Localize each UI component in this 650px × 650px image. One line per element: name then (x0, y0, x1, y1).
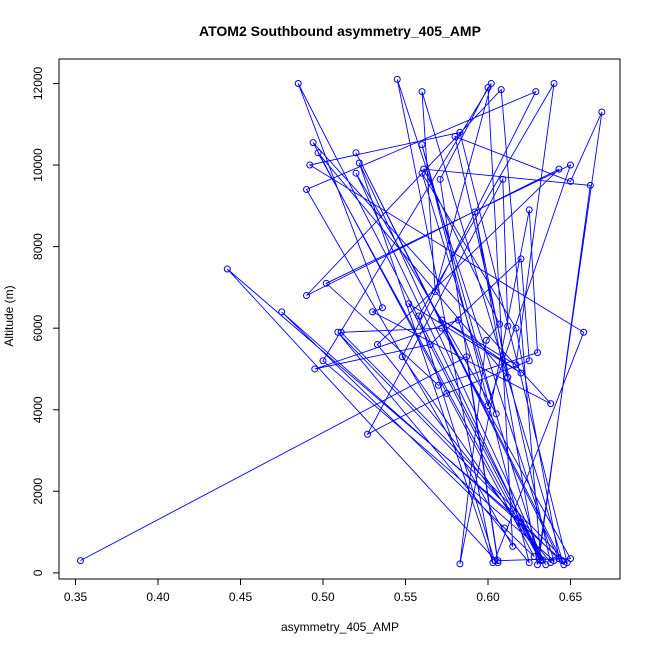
data-point (512, 324, 520, 332)
data-point (492, 410, 500, 418)
data-point (535, 555, 543, 563)
data-point (504, 373, 512, 381)
data-point (451, 132, 459, 140)
data-point (525, 357, 533, 365)
data-point (517, 518, 525, 526)
y-tick-label: 2000 (31, 478, 45, 505)
data-point (418, 169, 426, 177)
y-tick-label: 10000 (31, 148, 45, 182)
data-point (352, 149, 360, 157)
data-point (547, 400, 555, 408)
data-point (471, 208, 479, 216)
data-point (398, 353, 406, 361)
y-tick-label: 0 (31, 569, 45, 576)
data-point (456, 128, 464, 136)
data-point (393, 75, 401, 83)
data-point (494, 557, 502, 565)
data-point (405, 300, 413, 308)
x-tick-label: 0.35 (64, 590, 88, 604)
data-point (482, 336, 490, 344)
data-point (418, 141, 426, 149)
data-point (223, 265, 231, 273)
data-point (463, 353, 471, 361)
data-point (560, 561, 568, 569)
data-point (309, 139, 317, 147)
data-point (303, 186, 310, 194)
data-point (534, 349, 541, 357)
data-point (443, 389, 451, 397)
data-point (378, 304, 386, 312)
data-point (550, 79, 558, 87)
data-point (319, 357, 327, 365)
y-axis-label: Altitude (m) (2, 285, 16, 346)
data-point (504, 322, 512, 330)
y-tick-label: 6000 (31, 315, 45, 342)
data-point (517, 255, 525, 263)
x-tick-label: 0.60 (476, 590, 500, 604)
data-point (438, 324, 446, 332)
data-point (454, 316, 462, 324)
data-point (426, 340, 434, 348)
data-point (364, 430, 372, 438)
data-point (337, 328, 345, 336)
series-line (80, 79, 603, 566)
data-point (334, 328, 342, 336)
data-point (517, 369, 525, 377)
data-point (499, 175, 507, 183)
data-point (456, 560, 464, 568)
data-point (509, 542, 517, 550)
data-point (555, 165, 563, 173)
data-point (355, 159, 363, 167)
data-point (415, 312, 423, 320)
data-point (537, 556, 545, 564)
data-point (491, 557, 499, 565)
data-point (352, 169, 360, 177)
data-point (532, 88, 540, 96)
data-point (369, 308, 376, 316)
data-point (418, 88, 426, 96)
data-point (534, 561, 541, 569)
data-point (501, 524, 508, 532)
data-point (580, 328, 588, 336)
data-point (586, 181, 594, 189)
data-point (438, 316, 446, 324)
data-point (525, 206, 533, 214)
data-point (598, 108, 606, 116)
data-point (303, 292, 310, 300)
data-point (484, 84, 492, 92)
data-point (278, 308, 286, 316)
data-point (294, 79, 302, 87)
data-point (311, 365, 319, 373)
plot-frame (58, 58, 621, 580)
data-point (436, 175, 444, 183)
data-point (496, 320, 504, 328)
data-point (322, 279, 330, 287)
y-tick-label: 4000 (31, 396, 45, 423)
x-axis-label: asymmetry_405_AMP (281, 620, 399, 634)
data-point (484, 402, 492, 410)
chart-title: ATOM2 Southbound asymmetry_405_AMP (199, 23, 481, 39)
data-point (525, 559, 533, 567)
data-point (567, 177, 574, 185)
data-point (567, 161, 574, 169)
x-tick-label: 0.55 (394, 590, 418, 604)
data-point (76, 557, 84, 565)
data-point (497, 86, 505, 94)
data-point (420, 165, 428, 173)
data-point (431, 287, 439, 295)
data-point (435, 381, 442, 389)
data-point (373, 340, 381, 348)
data-point (306, 161, 314, 169)
x-tick-label: 0.50 (311, 590, 335, 604)
x-tick-label: 0.45 (229, 590, 253, 604)
data-point (314, 149, 322, 157)
x-tick-label: 0.40 (146, 590, 170, 604)
data-point (512, 361, 520, 369)
y-tick-label: 8000 (31, 233, 45, 260)
x-tick-label: 0.65 (559, 590, 583, 604)
y-tick-label: 12000 (31, 66, 45, 100)
data-point (555, 555, 563, 563)
data-point (547, 559, 555, 567)
